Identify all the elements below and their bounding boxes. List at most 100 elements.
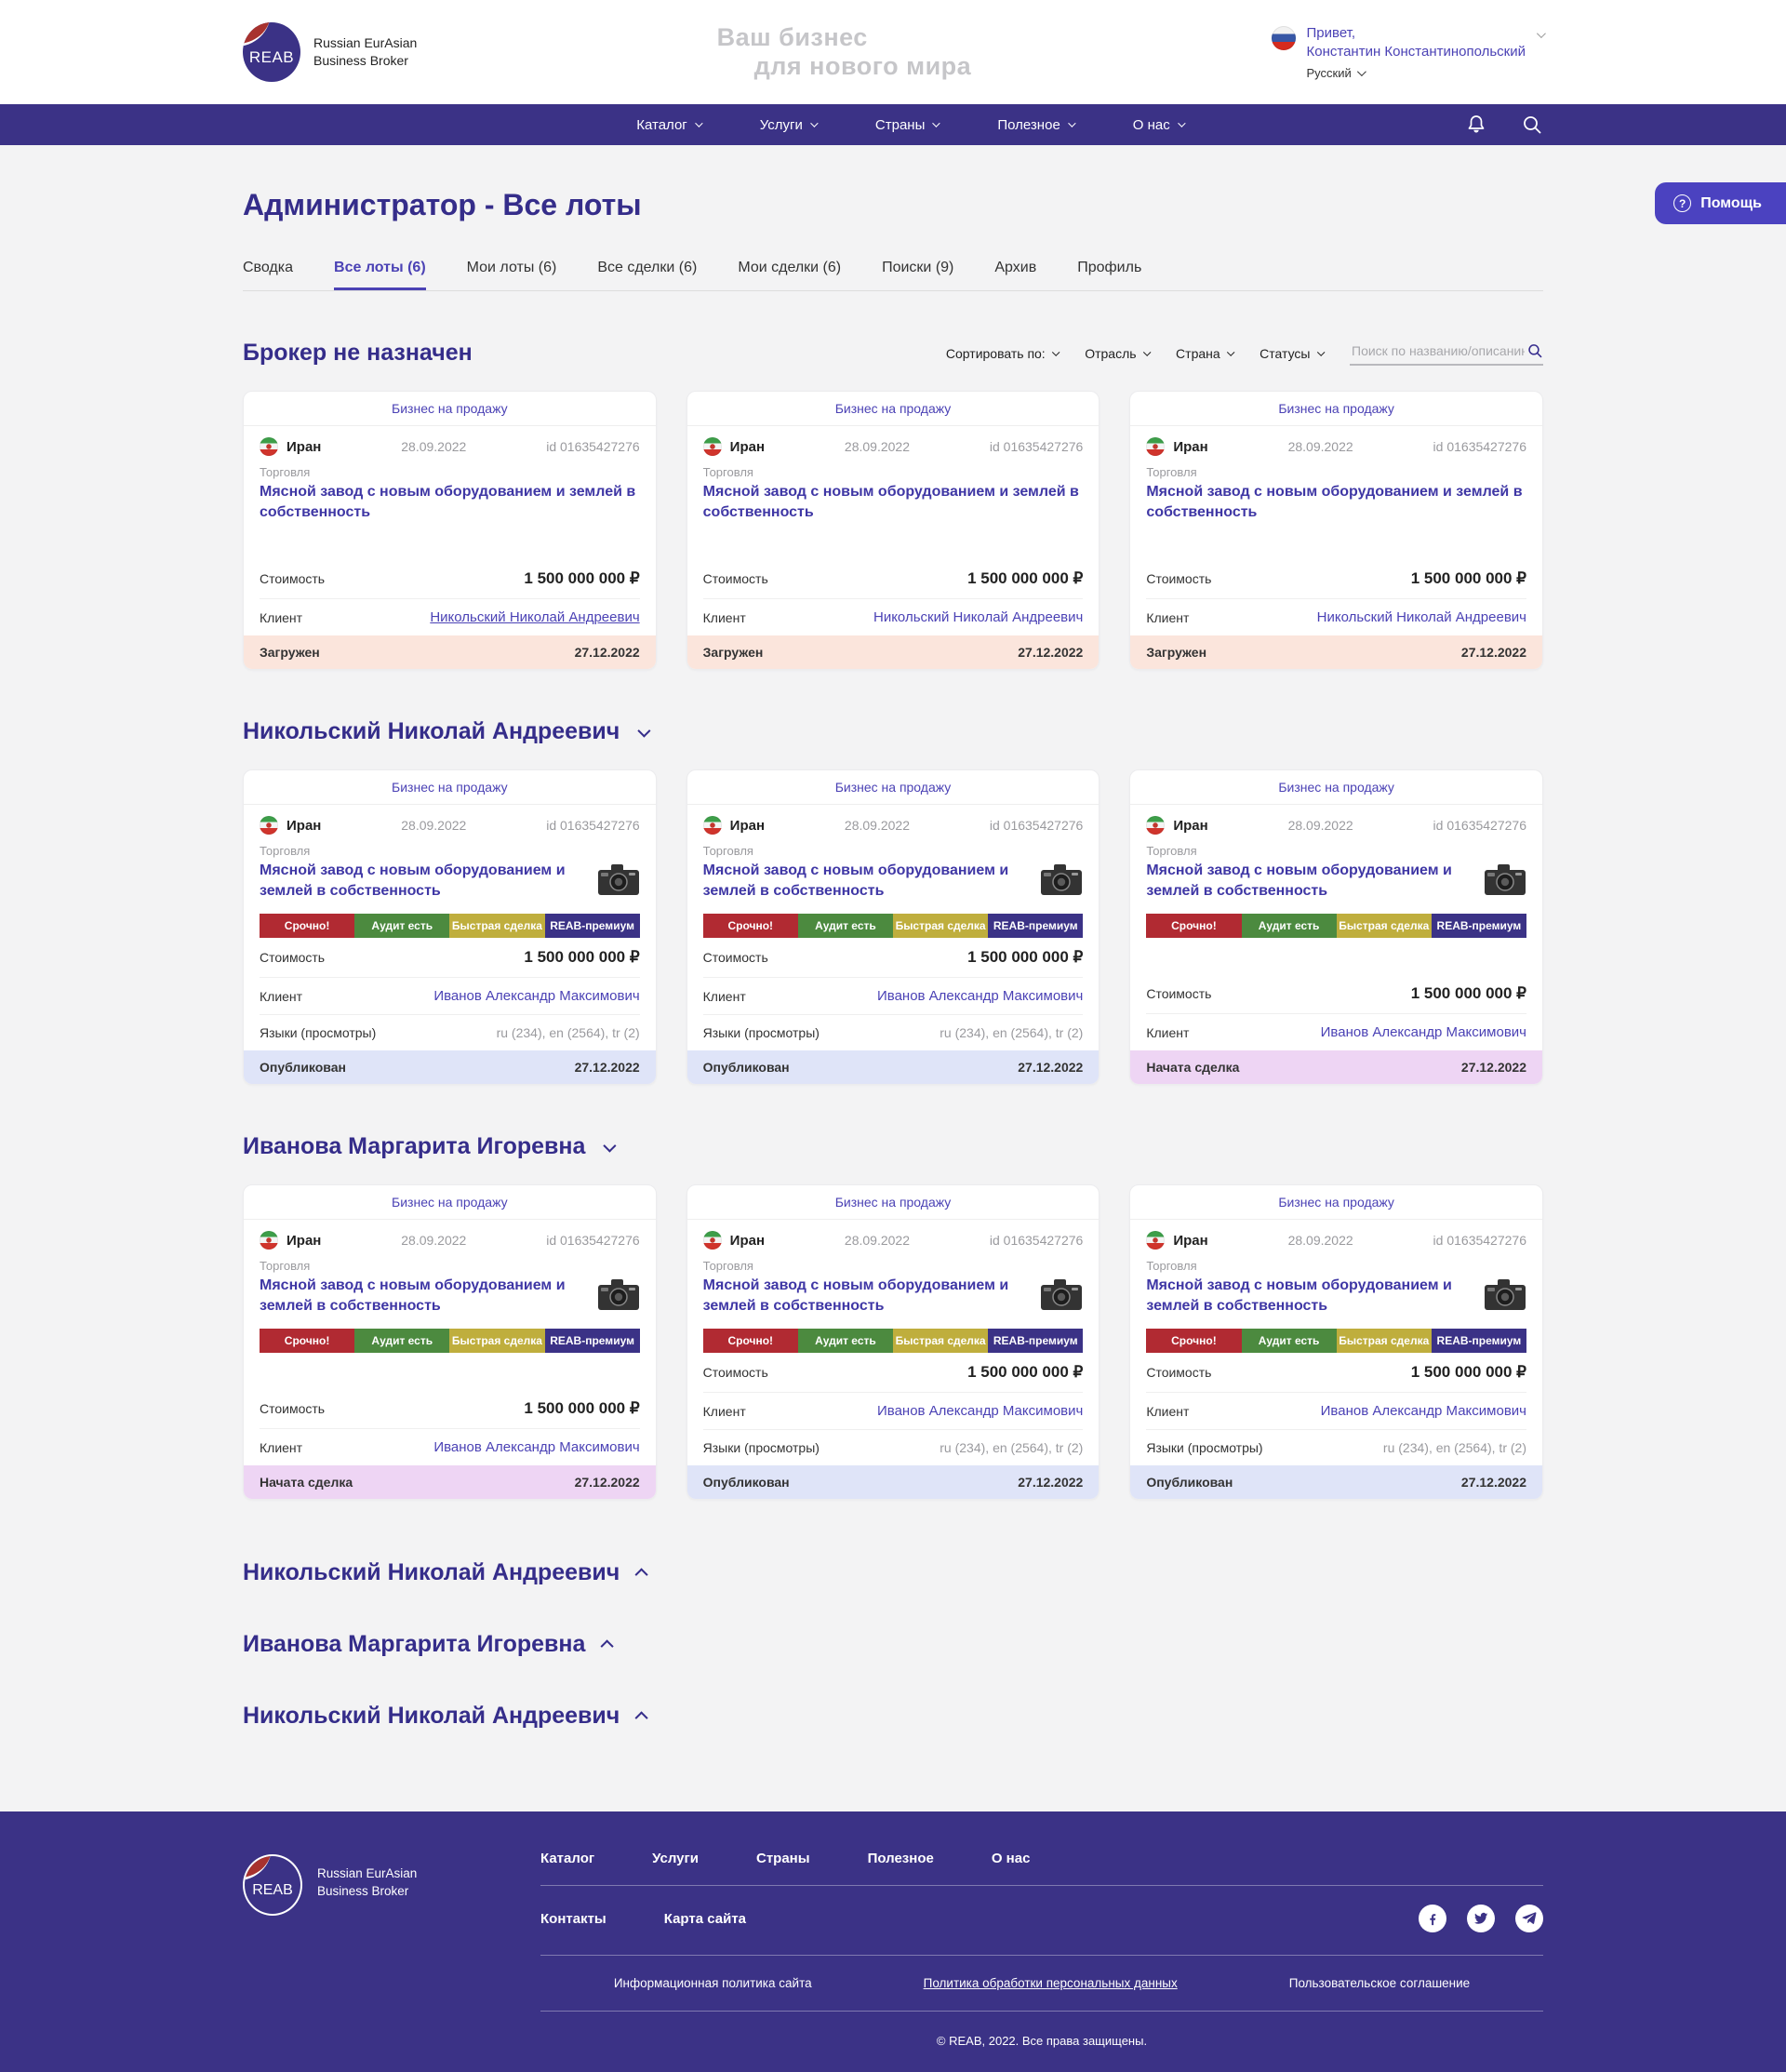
lot-type-label: Бизнес на продажу — [1130, 1185, 1542, 1221]
nav-item-countries[interactable]: Страны — [875, 117, 941, 133]
lot-card[interactable]: Бизнес на продажу Иран 28.09.2022 id 016… — [1129, 1184, 1543, 1501]
chevron-down-icon[interactable] — [637, 724, 651, 738]
nav-item-services[interactable]: Услуги — [760, 117, 819, 133]
tab-all-deals[interactable]: Все сделки (6) — [597, 260, 698, 275]
price-value: 1 500 000 000 ₽ — [967, 1363, 1084, 1382]
chevron-up-icon[interactable] — [634, 1711, 648, 1725]
lot-card[interactable]: Бизнес на продажу Иран 28.09.2022 id 016… — [1129, 769, 1543, 1086]
lot-date: 28.09.2022 — [1287, 818, 1353, 833]
footer-nav-useful[interactable]: Полезное — [867, 1851, 934, 1867]
tab-profile[interactable]: Профиль — [1077, 260, 1142, 275]
facebook-icon[interactable] — [1419, 1905, 1446, 1933]
lot-card[interactable]: Бизнес на продажу Иран 28.09.2022 id 016… — [686, 1184, 1100, 1501]
chevron-up-icon[interactable] — [634, 1568, 648, 1582]
nav-item-catalog[interactable]: Каталог — [636, 117, 703, 133]
country-name: Иран — [287, 1232, 322, 1249]
statuses-dropdown[interactable]: Статусы — [1260, 346, 1325, 361]
help-button[interactable]: ? Помощь — [1655, 182, 1786, 224]
footer-nav-services[interactable]: Услуги — [652, 1851, 699, 1867]
collapsed-section-nikolsky-1[interactable]: Никольский Николай Андреевич — [243, 1559, 1543, 1586]
collapsed-section-nikolsky-2[interactable]: Никольский Николай Андреевич — [243, 1703, 1543, 1730]
chevron-down-icon[interactable] — [1536, 29, 1546, 39]
search-icon[interactable] — [1526, 341, 1543, 360]
lot-title-link[interactable]: Мясной завод с новым оборудованием и зем… — [702, 862, 1009, 899]
badge: Быстрая сделка — [1336, 914, 1432, 939]
nav-item-about[interactable]: О нас — [1133, 117, 1186, 133]
lot-title-link[interactable]: Мясной завод с новым оборудованием и зем… — [1146, 862, 1452, 899]
footer-nav-about[interactable]: О нас — [991, 1851, 1031, 1867]
lot-title-link[interactable]: Мясной завод с новым оборудованием и зем… — [260, 484, 636, 520]
lot-date: 28.09.2022 — [1287, 439, 1353, 454]
footer-link-personal-data-policy[interactable]: Политика обработки персональных данных — [923, 1976, 1178, 1991]
client-link[interactable]: Иванов Александр Максимович — [1320, 1403, 1526, 1420]
client-link[interactable]: Никольский Николай Андреевич — [430, 609, 640, 625]
section-heading-ivanova[interactable]: Иванова Маргарита Игоревна — [243, 1133, 617, 1160]
badge: Быстрая сделка — [893, 1329, 989, 1354]
lot-card[interactable]: Бизнес на продажу Иран 28.09.2022 id 016… — [243, 769, 657, 1086]
lot-title-link[interactable]: Мясной завод с новым оборудованием и зем… — [702, 484, 1079, 520]
client-link[interactable]: Никольский Николай Андреевич — [1316, 609, 1526, 625]
iran-flag-icon — [260, 1231, 278, 1250]
footer-nav-sitemap[interactable]: Карта сайта — [663, 1910, 747, 1927]
telegram-icon[interactable] — [1515, 1905, 1543, 1933]
section-heading-nikolsky[interactable]: Никольский Николай Андреевич — [243, 718, 651, 745]
sort-dropdown[interactable]: Сортировать по: — [946, 346, 1060, 361]
status-label: Загружен — [260, 645, 320, 660]
footer-nav-catalog[interactable]: Каталог — [540, 1851, 595, 1867]
client-link[interactable]: Иванов Александр Максимович — [876, 988, 1084, 1005]
lot-title-link[interactable]: Мясной завод с новым оборудованием и зем… — [1146, 484, 1523, 520]
tab-summary[interactable]: Сводка — [243, 260, 294, 275]
lot-date: 28.09.2022 — [844, 439, 910, 454]
lot-meta: Иран 28.09.2022 id 01635427276 — [260, 437, 640, 456]
badges-row: Срочно! Аудит есть Быстрая сделка REAB-прем… — [702, 1329, 1084, 1354]
price-label: Стоимость — [260, 571, 326, 586]
search-input[interactable] — [1350, 341, 1526, 359]
lot-card[interactable]: Бизнес на продажу Иран 28.09.2022 id 016… — [686, 391, 1100, 670]
client-link[interactable]: Иванов Александр Максимович — [876, 1403, 1084, 1420]
lot-title-link[interactable]: Мясной завод с новым оборудованием и зем… — [1146, 1277, 1452, 1314]
lot-title-link[interactable]: Мясной завод с новым оборудованием и зем… — [260, 1277, 566, 1314]
lot-card[interactable]: Бизнес на продажу Иран 28.09.2022 id 016… — [686, 769, 1100, 1086]
footer-link-info-policy[interactable]: Информационная политика сайта — [613, 1976, 812, 1991]
industry-dropdown[interactable]: Отрасль — [1085, 346, 1151, 361]
chevron-down-icon — [694, 119, 703, 127]
client-link[interactable]: Иванов Александр Максимович — [433, 988, 640, 1005]
industry-label: Торговля — [260, 844, 311, 858]
search-icon[interactable] — [1521, 114, 1543, 136]
tab-archive[interactable]: Архив — [994, 260, 1037, 275]
footer-link-user-agreement[interactable]: Пользовательское соглашение — [1288, 1976, 1471, 1991]
notifications-bell-icon[interactable] — [1465, 114, 1487, 136]
twitter-icon[interactable] — [1467, 1905, 1495, 1933]
lot-title-link[interactable]: Мясной завод с новым оборудованием и зем… — [260, 862, 566, 899]
client-link[interactable]: Никольский Николай Андреевич — [873, 609, 1084, 625]
client-link[interactable]: Иванов Александр Максимович — [1320, 1024, 1526, 1041]
language-selector[interactable]: Русский — [1307, 66, 1366, 80]
country-dropdown[interactable]: Страна — [1176, 346, 1234, 361]
lot-title-link[interactable]: Мясной завод с новым оборудованием и зем… — [702, 1277, 1009, 1314]
footer-logo[interactable]: REAB Russian EurAsian Business Broker — [243, 1851, 485, 2048]
tab-all-lots[interactable]: Все лоты (6) — [334, 254, 426, 290]
lot-card[interactable]: Бизнес на продажу Иран 28.09.2022 id 016… — [243, 391, 657, 670]
status-label: Опубликован — [1146, 1475, 1233, 1491]
lot-card[interactable]: Бизнес на продажу Иран 28.09.2022 id 016… — [243, 1184, 657, 1501]
chevron-up-icon[interactable] — [600, 1639, 615, 1653]
tab-searches[interactable]: Поиски (9) — [882, 260, 954, 275]
chevron-down-icon[interactable] — [603, 1139, 617, 1153]
badges-row: Срочно! Аудит есть Быстрая сделка REAB-прем… — [260, 914, 640, 939]
tab-my-deals[interactable]: Мои сделки (6) — [738, 260, 842, 275]
nav-item-useful[interactable]: Полезное — [997, 117, 1076, 133]
user-greeting[interactable]: Привет, Константин Константинопольский — [1271, 24, 1546, 60]
reab-logo[interactable]: REAB Russian EurAsian Business Broker — [243, 22, 417, 82]
country-name: Иран — [729, 438, 766, 455]
client-label: Клиент — [260, 988, 303, 1004]
lot-date: 28.09.2022 — [844, 818, 910, 833]
client-link[interactable]: Иванов Александр Максимович — [433, 1439, 640, 1456]
footer-nav-contacts[interactable]: Контакты — [540, 1910, 606, 1927]
footer-nav-countries[interactable]: Страны — [756, 1851, 810, 1867]
tabs-bar: Сводка Все лоты (6) Мои лоты (6) Все сде… — [243, 254, 1543, 291]
lot-country: Иран — [702, 1231, 765, 1250]
tab-my-lots[interactable]: Мои лоты (6) — [466, 260, 557, 275]
collapsed-section-ivanova[interactable]: Иванова Маргарита Игоревна — [243, 1631, 1543, 1658]
lot-card[interactable]: Бизнес на продажу Иран 28.09.2022 id 016… — [1129, 391, 1543, 670]
badge: Быстрая сделка — [1336, 1329, 1432, 1354]
